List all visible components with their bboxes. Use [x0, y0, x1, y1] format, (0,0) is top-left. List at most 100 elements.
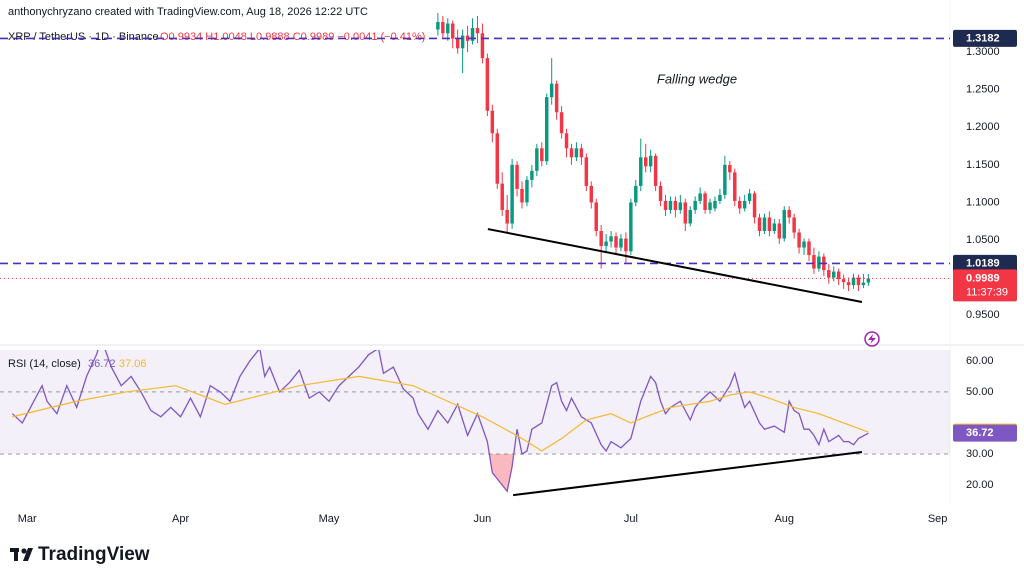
candle-body — [495, 133, 499, 184]
candle-body — [802, 241, 806, 248]
oversold-fill — [489, 454, 514, 492]
candle-body — [851, 277, 856, 286]
candle-body — [841, 279, 846, 283]
candle-body — [643, 157, 648, 167]
candle-body — [718, 194, 722, 201]
candle-body — [733, 172, 737, 201]
candle-body — [673, 200, 678, 210]
x-tick-label: Sep — [928, 513, 948, 525]
y-tick-label: 1.2500 — [966, 84, 1000, 96]
candle-body — [827, 270, 831, 278]
candle-body — [446, 23, 450, 34]
candle-body — [530, 170, 534, 180]
candle-body — [455, 38, 460, 49]
x-tick-label: Apr — [172, 513, 189, 525]
candle-body — [767, 217, 772, 232]
price-tag-label: 1.0189 — [966, 257, 1000, 269]
candle-body — [693, 200, 697, 210]
candle-body — [737, 200, 742, 209]
y-tick-label: 1.1000 — [966, 196, 1000, 208]
candle-body — [831, 271, 836, 278]
x-tick-label: Aug — [774, 513, 794, 525]
candle-body — [520, 188, 524, 203]
candle-body — [545, 97, 549, 162]
rsi-legend-value: 37.06 — [119, 358, 147, 370]
rsi-trendline — [512, 451, 863, 497]
candle-body — [683, 202, 688, 224]
candle-body — [451, 23, 455, 39]
logo-mark — [21, 548, 27, 554]
candle-body — [797, 232, 801, 248]
rsi-plot — [0, 350, 950, 493]
rsi-line — [11, 350, 869, 493]
candle-body — [599, 231, 603, 247]
price-tag-label: 36.72 — [966, 427, 994, 439]
candle-body — [569, 148, 574, 158]
last-price-label: 0.9989 — [966, 272, 1000, 284]
candle-body — [678, 202, 683, 210]
candle-body — [535, 148, 539, 171]
candle-body — [564, 133, 569, 149]
legend-title: XRP / TetherUS · 1D · Binance — [8, 31, 159, 43]
candle-body — [777, 223, 782, 239]
candle-body — [752, 193, 757, 218]
price-plot — [436, 13, 871, 292]
x-tick-label: Jun — [474, 513, 492, 525]
x-tick-label: Mar — [18, 513, 37, 525]
candle-body — [584, 157, 589, 186]
brand: TradingView — [38, 544, 150, 565]
candle-body — [594, 202, 598, 232]
candle-body — [708, 202, 712, 210]
y-tick-label: 60.00 — [966, 355, 994, 367]
x-tick-label: Jul — [624, 513, 638, 525]
candle-body — [634, 185, 638, 203]
candle-body — [757, 217, 762, 232]
candle-body — [713, 200, 717, 209]
y-tick-label: 1.0500 — [966, 234, 1000, 246]
candle-body — [668, 200, 673, 210]
candle-body — [490, 110, 495, 134]
candle-body — [505, 209, 509, 224]
candle-body — [723, 164, 727, 195]
candle-body — [619, 238, 623, 248]
candle-body — [812, 255, 816, 269]
last-price-tag — [953, 269, 1017, 302]
candle-body — [653, 155, 658, 186]
y-tick-label: 1.2000 — [966, 121, 1000, 133]
candle-body — [460, 35, 465, 49]
wedge-trendline — [487, 228, 863, 303]
candle-body — [866, 278, 871, 283]
candle-body — [747, 193, 752, 201]
candle-body — [728, 164, 732, 173]
legend-ohlc: O0.9934 H1.0048 L0.9888 C0.9989 −0.0041 … — [160, 31, 425, 43]
candle-body — [604, 241, 608, 247]
alert-ring — [864, 331, 880, 347]
candle-body — [480, 33, 485, 59]
rsi-legend-value: 36.72 — [88, 358, 116, 370]
candle-body — [624, 238, 628, 252]
logo-mark — [23, 548, 33, 561]
candle-body — [525, 179, 529, 203]
candle-body — [648, 155, 653, 167]
candle-body — [762, 217, 767, 232]
candle-body — [515, 164, 519, 189]
candle-body — [658, 185, 663, 201]
y-tick-label: 1.1500 — [966, 159, 1000, 171]
logo: TradingView — [10, 544, 150, 565]
candle-body — [846, 282, 851, 286]
candle-body — [688, 209, 692, 224]
alert-icon — [864, 331, 880, 347]
x-tick-label: May — [319, 513, 340, 525]
candle-body — [792, 217, 796, 233]
candle-body — [629, 202, 633, 252]
candle-body — [441, 22, 445, 34]
candle-body — [554, 83, 559, 113]
candle-body — [782, 209, 786, 239]
candle-body — [817, 256, 821, 269]
candle-body — [485, 58, 490, 111]
price-tag — [953, 254, 1017, 272]
price-tag-label: 1.3182 — [966, 32, 1000, 44]
